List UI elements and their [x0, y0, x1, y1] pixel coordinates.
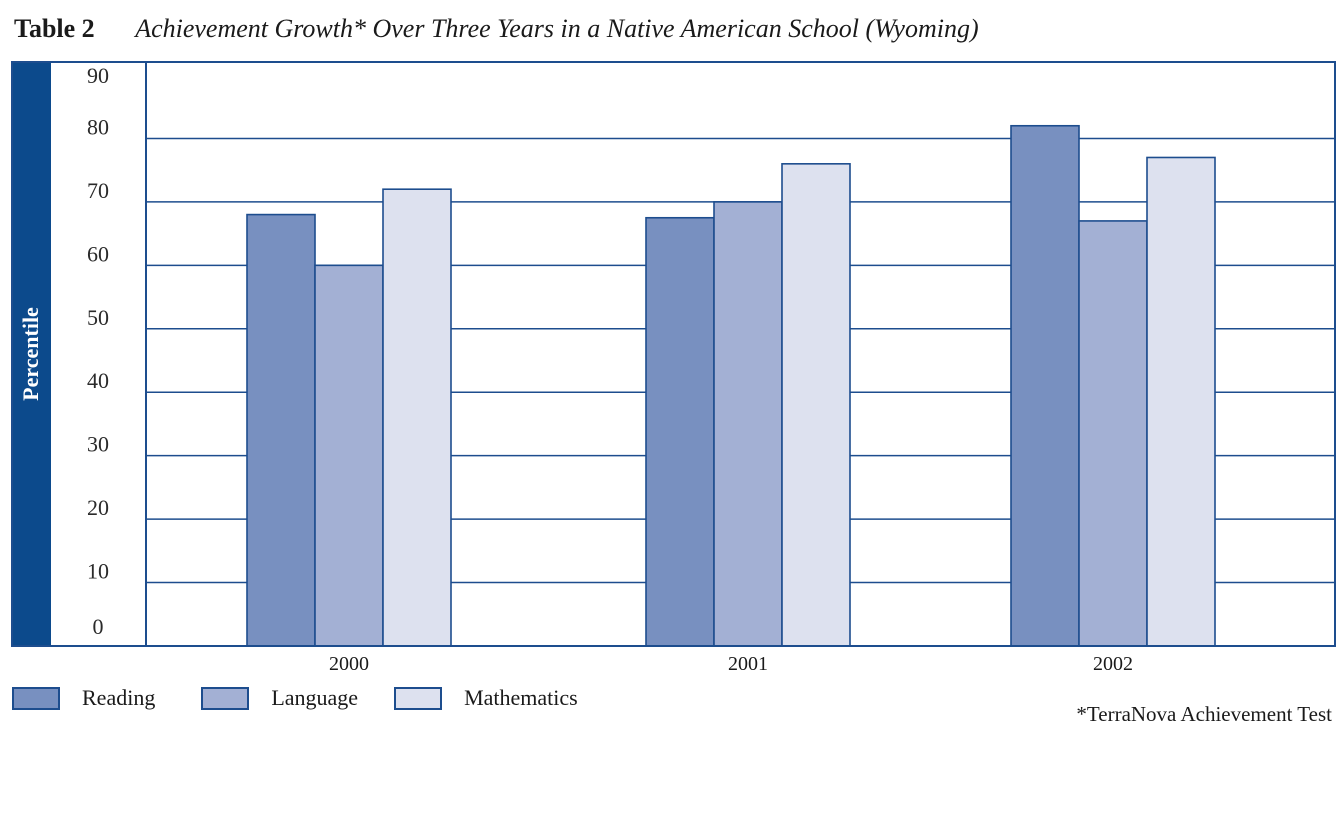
legend-swatch-language — [201, 686, 250, 710]
y-tick-60: 60 — [87, 241, 109, 266]
bar-mathematics-2001 — [781, 163, 851, 647]
bar-chart: 0 10 20 30 40 50 60 70 80 90 2000 2001 2002 Percent… — [11, 61, 1336, 675]
y-tick-70: 70 — [87, 178, 109, 203]
legend-label-language: Language — [271, 685, 359, 710]
bar-reading-2001 — [645, 216, 715, 647]
x-tick-labels: 2000 2001 2002 — [329, 653, 1133, 675]
legend-item-mathematics: Mathematics — [394, 685, 578, 711]
bar-mathematics-2002 — [1146, 156, 1216, 647]
y-tick-40: 40 — [87, 368, 109, 393]
chart-title: Achievement Growth* Over Three Years in … — [135, 14, 979, 43]
legend-item-language: Language — [201, 685, 358, 711]
legend-swatch-mathematics — [394, 686, 443, 710]
y-tick-50: 50 — [87, 305, 109, 330]
bar-mathematics-2000 — [382, 188, 452, 647]
bar-reading-2000 — [246, 213, 316, 647]
bar-reading-2002 — [1010, 124, 1080, 647]
y-axis-label-band — [12, 62, 51, 646]
x-tick-2001: 2001 — [728, 653, 768, 675]
legend-item-reading: Reading — [12, 685, 155, 711]
bar-language-2000 — [314, 264, 384, 647]
legend-label-mathematics: Mathematics — [464, 685, 578, 710]
y-tick-10: 10 — [87, 559, 109, 584]
table-label: Table 2 — [14, 14, 95, 43]
y-tick-0: 0 — [93, 614, 104, 639]
legend-label-reading: Reading — [82, 685, 156, 710]
y-tick-80: 80 — [87, 114, 109, 139]
legend: Reading Language Mathematics — [12, 684, 608, 712]
bar-language-2001 — [713, 201, 783, 647]
y-tick-20: 20 — [87, 495, 109, 520]
y-tick-90: 90 — [87, 63, 109, 88]
y-tick-labels: 0 10 20 30 40 50 60 70 80 90 — [87, 63, 109, 639]
bars — [246, 124, 1216, 647]
y-axis-label: Percentile — [18, 307, 43, 401]
chart-frame — [11, 61, 1336, 647]
x-tick-2000: 2000 — [329, 653, 369, 675]
bar-language-2002 — [1078, 220, 1148, 647]
title-row: Table 2 Achievement Growth* Over Three Y… — [14, 14, 979, 44]
legend-swatch-reading — [12, 686, 60, 710]
footnote: *TerraNova Achievement Test — [1076, 702, 1332, 726]
x-tick-2002: 2002 — [1093, 653, 1133, 675]
y-tick-30: 30 — [87, 432, 109, 457]
